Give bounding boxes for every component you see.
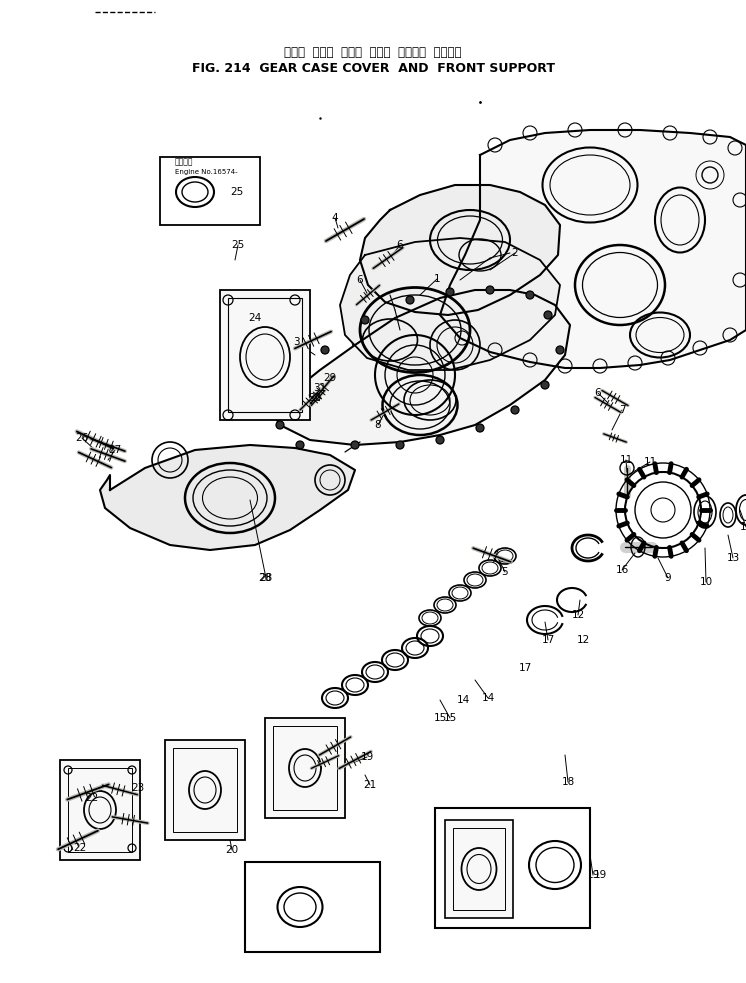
Text: 22: 22 xyxy=(73,843,87,853)
Text: 14: 14 xyxy=(457,695,470,705)
Text: 17: 17 xyxy=(542,635,554,645)
Text: 19: 19 xyxy=(586,870,600,880)
Circle shape xyxy=(291,386,299,394)
Text: 3: 3 xyxy=(292,337,299,347)
Bar xyxy=(160,157,260,225)
Polygon shape xyxy=(440,130,746,368)
Text: ギヤー  ケース  カバー  および  フロント  サポート: ギヤー ケース カバー および フロント サポート xyxy=(284,45,462,59)
Polygon shape xyxy=(268,290,570,445)
Text: 11: 11 xyxy=(643,457,656,467)
Text: 14: 14 xyxy=(481,693,495,703)
Text: 18: 18 xyxy=(562,777,574,787)
Circle shape xyxy=(321,346,329,354)
Text: 13: 13 xyxy=(727,553,739,563)
Text: 18: 18 xyxy=(574,845,586,855)
Bar xyxy=(173,748,237,832)
Circle shape xyxy=(446,288,454,296)
Bar xyxy=(453,828,505,910)
Bar xyxy=(60,760,140,860)
Circle shape xyxy=(556,346,564,354)
Text: 28: 28 xyxy=(258,573,272,583)
Text: 21: 21 xyxy=(363,780,377,790)
Bar xyxy=(273,726,337,810)
Circle shape xyxy=(541,381,549,389)
Circle shape xyxy=(361,316,369,324)
Text: 12: 12 xyxy=(571,610,585,620)
Bar xyxy=(245,862,380,952)
Text: 15: 15 xyxy=(433,713,447,723)
Bar xyxy=(435,808,590,928)
Text: 11: 11 xyxy=(619,455,633,465)
Text: 8: 8 xyxy=(374,420,381,430)
Polygon shape xyxy=(100,445,355,550)
Text: 15: 15 xyxy=(739,522,746,532)
Text: 9: 9 xyxy=(665,573,671,583)
Circle shape xyxy=(351,441,359,449)
Bar xyxy=(68,768,132,852)
Text: 21: 21 xyxy=(342,902,354,912)
Text: FIG. 214  GEAR CASE COVER  AND  FRONT SUPPORT: FIG. 214 GEAR CASE COVER AND FRONT SUPPO… xyxy=(192,62,554,75)
Bar xyxy=(220,290,310,420)
Text: 適用番号: 適用番号 xyxy=(175,157,193,166)
Circle shape xyxy=(406,296,414,304)
Text: 6: 6 xyxy=(397,240,404,250)
Bar xyxy=(445,820,513,918)
Text: 23: 23 xyxy=(131,783,145,793)
Text: 15: 15 xyxy=(443,713,457,723)
Polygon shape xyxy=(360,185,560,315)
Polygon shape xyxy=(340,238,560,370)
Circle shape xyxy=(436,436,444,444)
Text: 29: 29 xyxy=(323,373,336,383)
Text: 4: 4 xyxy=(332,213,339,223)
Text: 10: 10 xyxy=(700,577,712,587)
Text: 22: 22 xyxy=(85,793,98,803)
Text: 6: 6 xyxy=(357,275,363,285)
Text: Engine No.16574-: Engine No.16574- xyxy=(175,169,238,175)
Text: 19: 19 xyxy=(593,870,606,880)
Text: 16: 16 xyxy=(615,565,629,575)
Text: 5: 5 xyxy=(502,567,508,577)
Text: 20: 20 xyxy=(225,845,239,855)
Circle shape xyxy=(396,441,404,449)
Text: 適用番号: 適用番号 xyxy=(445,809,463,819)
Text: 25: 25 xyxy=(231,187,244,197)
Text: 31: 31 xyxy=(313,383,327,393)
Text: 26: 26 xyxy=(75,433,89,443)
Circle shape xyxy=(544,311,552,319)
Text: 1: 1 xyxy=(433,274,440,284)
Circle shape xyxy=(476,424,484,432)
Text: 25: 25 xyxy=(231,240,245,250)
Text: 30: 30 xyxy=(308,393,322,403)
Circle shape xyxy=(486,286,494,294)
Bar xyxy=(265,718,345,818)
Text: 12: 12 xyxy=(577,635,589,645)
Text: 6: 6 xyxy=(595,388,601,398)
Text: 24: 24 xyxy=(248,313,262,323)
Text: 適用番号: 適用番号 xyxy=(252,865,271,875)
Text: Engine No.14037-: Engine No.14037- xyxy=(445,820,508,826)
Text: 7: 7 xyxy=(618,405,625,415)
Circle shape xyxy=(296,441,304,449)
Text: Engine No.10544-: Engine No.10544- xyxy=(252,877,315,883)
Bar xyxy=(228,298,302,412)
Text: 21: 21 xyxy=(339,902,351,912)
Text: 2: 2 xyxy=(512,248,518,258)
Text: 27: 27 xyxy=(108,445,122,455)
Text: 28: 28 xyxy=(260,573,272,583)
Circle shape xyxy=(511,406,519,414)
Circle shape xyxy=(276,421,284,429)
Circle shape xyxy=(526,291,534,299)
Text: 17: 17 xyxy=(518,663,532,673)
Bar xyxy=(165,740,245,840)
Text: 19: 19 xyxy=(360,752,374,762)
